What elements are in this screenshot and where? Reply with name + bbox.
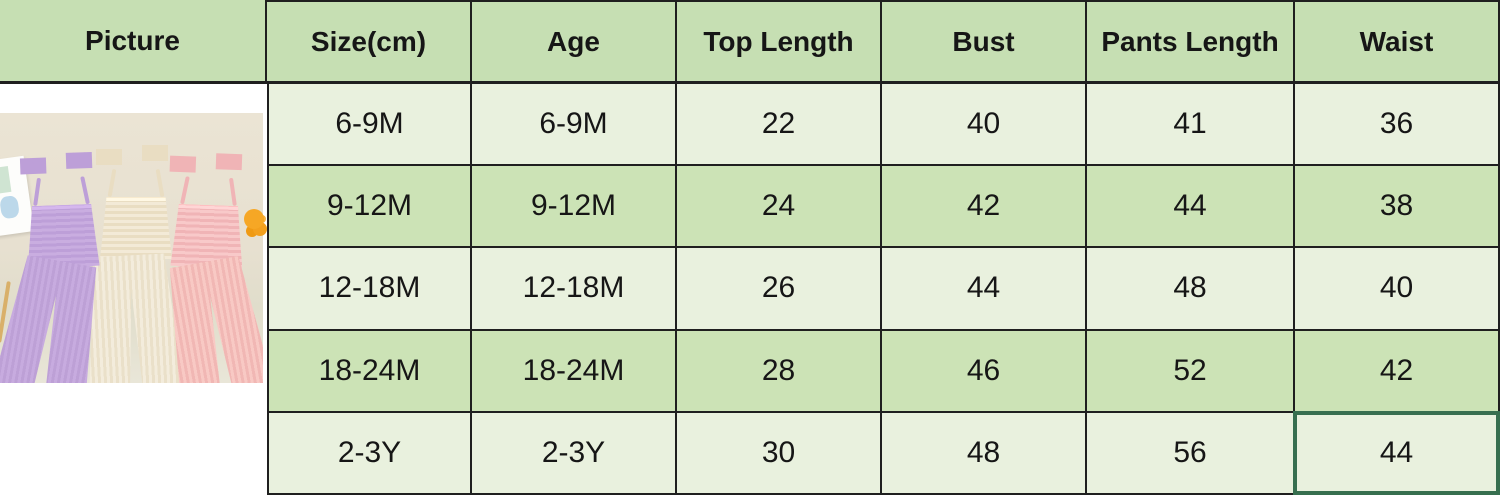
cell-waist: 42 [1295, 330, 1500, 413]
product-photo [0, 113, 263, 383]
pants [0, 253, 108, 383]
table-body: 6-9M 6-9M 22 40 41 36 9-12M 9-12M 24 42 … [267, 84, 1500, 496]
photo-outfit-cream [86, 143, 186, 383]
header-picture: Picture [0, 0, 267, 84]
cell-bust: 44 [882, 248, 1087, 331]
cell-pants-length: 41 [1087, 84, 1295, 167]
bow-icon [169, 155, 197, 173]
cell-bust: 40 [882, 84, 1087, 167]
shoulder-straps [11, 176, 112, 207]
cell-top-length: 24 [677, 166, 882, 249]
header-age: Age [472, 0, 677, 84]
header-bust: Bust [882, 0, 1087, 84]
cell-size: 6-9M [267, 84, 472, 167]
header-size-cm: Size(cm) [267, 0, 472, 84]
cell-top-length: 30 [677, 412, 882, 495]
bow-icon [142, 145, 168, 161]
cell-waist: 38 [1295, 166, 1500, 249]
bow-ties [86, 143, 186, 173]
photo-prop-flower-orange [242, 205, 270, 243]
cell-pants-length: 44 [1087, 166, 1295, 249]
cell-age: 9-12M [472, 166, 677, 249]
bow-icon [65, 151, 93, 169]
pants [158, 254, 263, 383]
bow-ties [10, 149, 111, 182]
header-pants-length: Pants Length [1087, 0, 1295, 84]
photo-outfit-pink [152, 149, 261, 383]
bow-icon [215, 153, 243, 171]
cell-top-length: 26 [677, 248, 882, 331]
cell-waist-selected: 44 [1293, 410, 1500, 496]
cell-waist: 40 [1295, 248, 1500, 331]
bow-icon [19, 157, 47, 175]
cell-age: 12-18M [472, 248, 677, 331]
cell-size: 9-12M [267, 166, 472, 249]
cell-age: 6-9M [472, 84, 677, 167]
cell-age: 2-3Y [472, 412, 677, 495]
header-waist: Waist [1295, 0, 1500, 84]
cell-bust: 42 [882, 166, 1087, 249]
header-top-length: Top Length [677, 0, 882, 84]
photo-outfit-lavender [10, 149, 119, 383]
cell-bust: 46 [882, 330, 1087, 413]
cell-size: 2-3Y [267, 412, 472, 495]
table-header-row: Picture Size(cm) Age Top Length Bust Pan… [0, 0, 1500, 84]
bow-ties [159, 149, 260, 182]
cell-size: 12-18M [267, 248, 472, 331]
shoulder-straps [158, 176, 259, 207]
cell-size: 18-24M [267, 330, 472, 413]
cell-bust: 48 [882, 412, 1087, 495]
cell-pants-length: 56 [1087, 412, 1295, 495]
cell-top-length: 22 [677, 84, 882, 167]
cami-top [100, 197, 172, 259]
cell-waist: 36 [1295, 84, 1500, 167]
cell-pants-length: 48 [1087, 248, 1295, 331]
cell-pants-length: 52 [1087, 330, 1295, 413]
bow-icon [96, 149, 122, 165]
cell-top-length: 28 [677, 330, 882, 413]
cell-age: 18-24M [472, 330, 677, 413]
